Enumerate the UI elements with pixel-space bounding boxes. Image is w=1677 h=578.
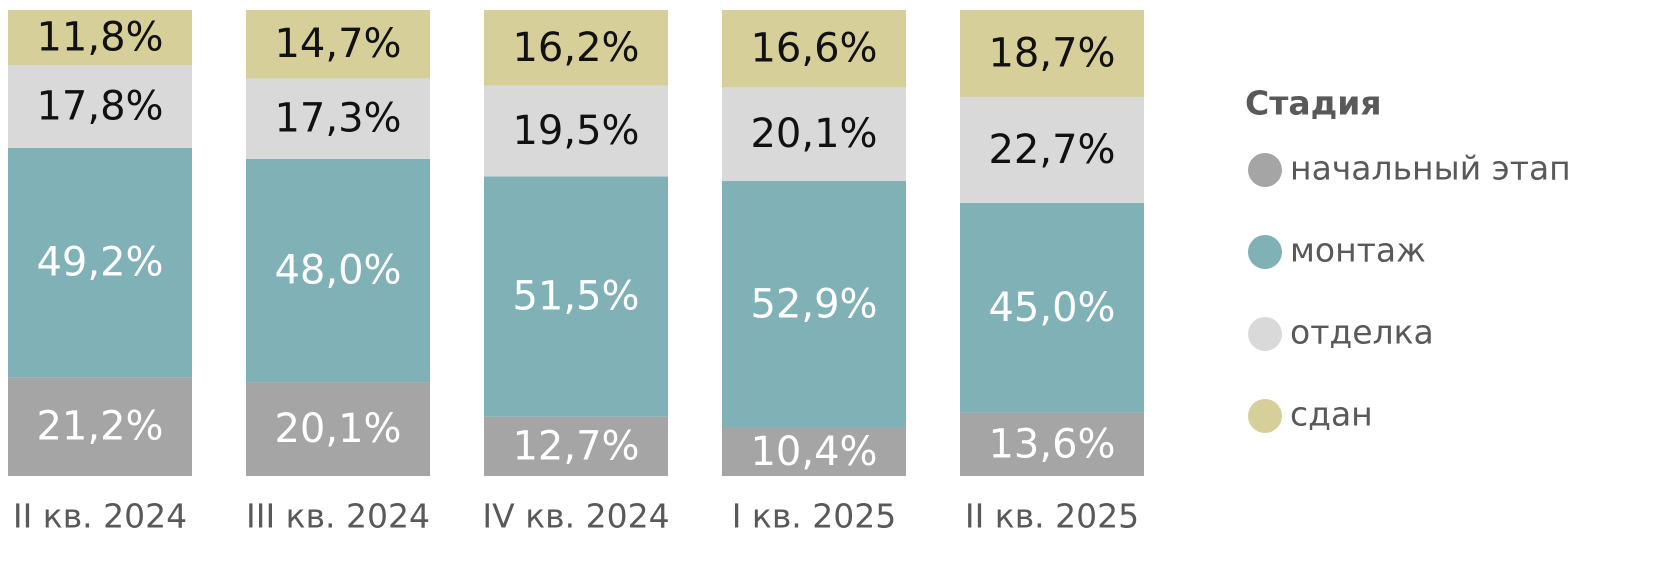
bar-segment (484, 85, 668, 177)
bar-segment (8, 147, 192, 378)
value-label: 17,3% (274, 96, 401, 142)
legend-marker (1248, 153, 1282, 187)
x-tick-label: I кв. 2025 (732, 497, 897, 536)
value-label: 45,0% (988, 285, 1115, 331)
value-label: 51,5% (512, 274, 639, 320)
bar-segment (960, 10, 1144, 98)
bar-segment (484, 176, 668, 417)
value-label: 17,8% (36, 83, 163, 129)
value-label: 20,1% (274, 406, 401, 452)
value-label: 19,5% (512, 108, 639, 154)
value-label: 10,4% (750, 429, 877, 475)
bar-segment (8, 377, 192, 476)
bar-segment (246, 158, 430, 383)
bar-segment (484, 10, 668, 86)
bar-segment (246, 78, 430, 159)
value-label: 21,2% (36, 404, 163, 450)
bar-segment (246, 10, 430, 79)
bar-segment (722, 87, 906, 182)
bar-segment (722, 10, 906, 88)
legend-label: отделка (1290, 313, 1434, 352)
x-tick-label: II кв. 2024 (13, 497, 187, 536)
x-tick-label: III кв. 2024 (246, 497, 430, 536)
value-label: 49,2% (36, 240, 163, 286)
x-tick-label: II кв. 2025 (965, 497, 1139, 536)
legend-label: сдан (1290, 395, 1373, 434)
bar-segment (246, 382, 430, 476)
value-label: 48,0% (274, 248, 401, 294)
value-label: 22,7% (988, 127, 1115, 173)
value-label: 13,6% (988, 421, 1115, 467)
bar-segment (484, 416, 668, 476)
bar-segment (722, 427, 906, 476)
value-label: 18,7% (988, 31, 1115, 77)
bar-segment (722, 181, 906, 428)
bar-segment (8, 64, 192, 148)
bar-segment (960, 412, 1144, 476)
value-label: 14,7% (274, 21, 401, 67)
value-label: 20,1% (750, 111, 877, 157)
legend-marker (1248, 317, 1282, 351)
bar-segment (960, 202, 1144, 413)
legend-label: начальный этап (1290, 149, 1571, 188)
value-label: 52,9% (750, 281, 877, 327)
legend-marker (1248, 235, 1282, 269)
legend-marker (1248, 399, 1282, 433)
x-tick-label: IV кв. 2024 (482, 497, 669, 536)
bar-segment (960, 97, 1144, 203)
legend-label: монтаж (1290, 231, 1426, 270)
value-label: 16,6% (750, 26, 877, 72)
value-label: 11,8% (36, 14, 163, 60)
value-label: 16,2% (512, 25, 639, 71)
legend-title: Стадия (1245, 84, 1382, 123)
value-label: 12,7% (512, 423, 639, 469)
bar-segment (8, 10, 192, 65)
